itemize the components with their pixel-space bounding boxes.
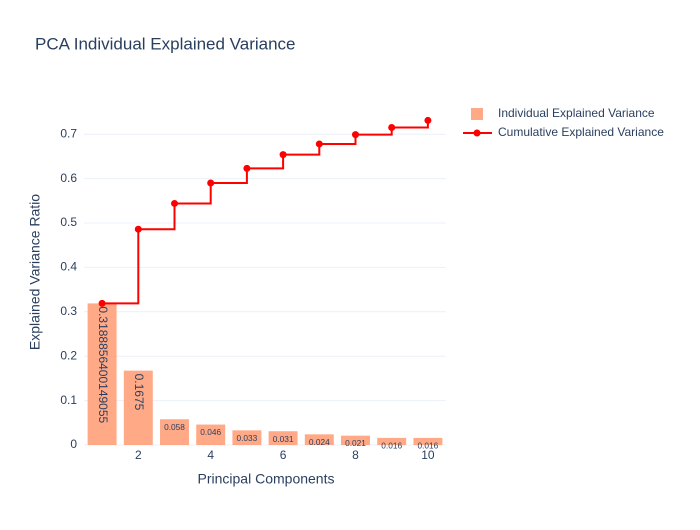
value-label: 0.031	[273, 434, 294, 444]
line-marker	[171, 199, 178, 207]
y-tick-label: 0	[70, 437, 77, 451]
value-label: 0.1675	[132, 374, 146, 411]
line-marker	[424, 116, 432, 124]
line-marker	[243, 164, 251, 172]
value-label: 0.058	[164, 422, 185, 432]
x-axis-title: Principal Components	[198, 471, 335, 487]
value-label: 0.3188856400149055	[96, 306, 110, 423]
value-label: 0.021	[345, 438, 366, 448]
value-label: 0.024	[309, 437, 330, 447]
step-line	[102, 120, 429, 305]
bar	[232, 430, 262, 445]
line-marker	[134, 225, 142, 233]
y-tick-label: 0.6	[60, 171, 77, 185]
x-tick-label: 6	[280, 448, 287, 462]
line-marker	[315, 140, 323, 148]
legend-marker	[473, 129, 481, 137]
bar	[341, 435, 370, 445]
bar	[268, 431, 298, 445]
y-axis-title: Explained Variance Ratio	[27, 194, 43, 350]
legend-label: Individual Explained Variance	[498, 106, 655, 120]
y-tick-label: 0.4	[60, 260, 77, 274]
line-marker	[207, 179, 215, 187]
line-marker	[352, 131, 359, 139]
x-tick-label: 10	[421, 448, 435, 462]
bar	[123, 370, 153, 445]
value-label: 0.033	[236, 433, 257, 443]
value-label: 0.016	[381, 440, 402, 450]
bar	[196, 424, 226, 445]
x-tick-label: 4	[207, 448, 214, 462]
y-tick-label: 0.1	[60, 393, 77, 407]
y-tick-label: 0.5	[60, 215, 77, 229]
line-marker	[388, 124, 396, 132]
line-marker	[98, 299, 106, 307]
y-tick-label: 0.2	[60, 348, 77, 362]
bar	[413, 437, 443, 445]
line-marker	[279, 151, 287, 159]
bar	[160, 419, 189, 445]
y-tick-label: 0.3	[60, 304, 77, 318]
y-tick-label: 0.7	[60, 126, 77, 140]
bar	[304, 434, 334, 445]
x-tick-label: 8	[352, 448, 359, 462]
legend-label: Cumulative Explained Variance	[498, 125, 664, 139]
value-label: 0.016	[417, 440, 438, 450]
bar	[87, 303, 117, 445]
chart-title: PCA Individual Explained Variance	[35, 34, 296, 53]
x-tick-label: 2	[135, 448, 142, 462]
legend-swatch	[471, 108, 483, 120]
value-label: 0.046	[200, 427, 221, 437]
bar	[377, 437, 407, 445]
